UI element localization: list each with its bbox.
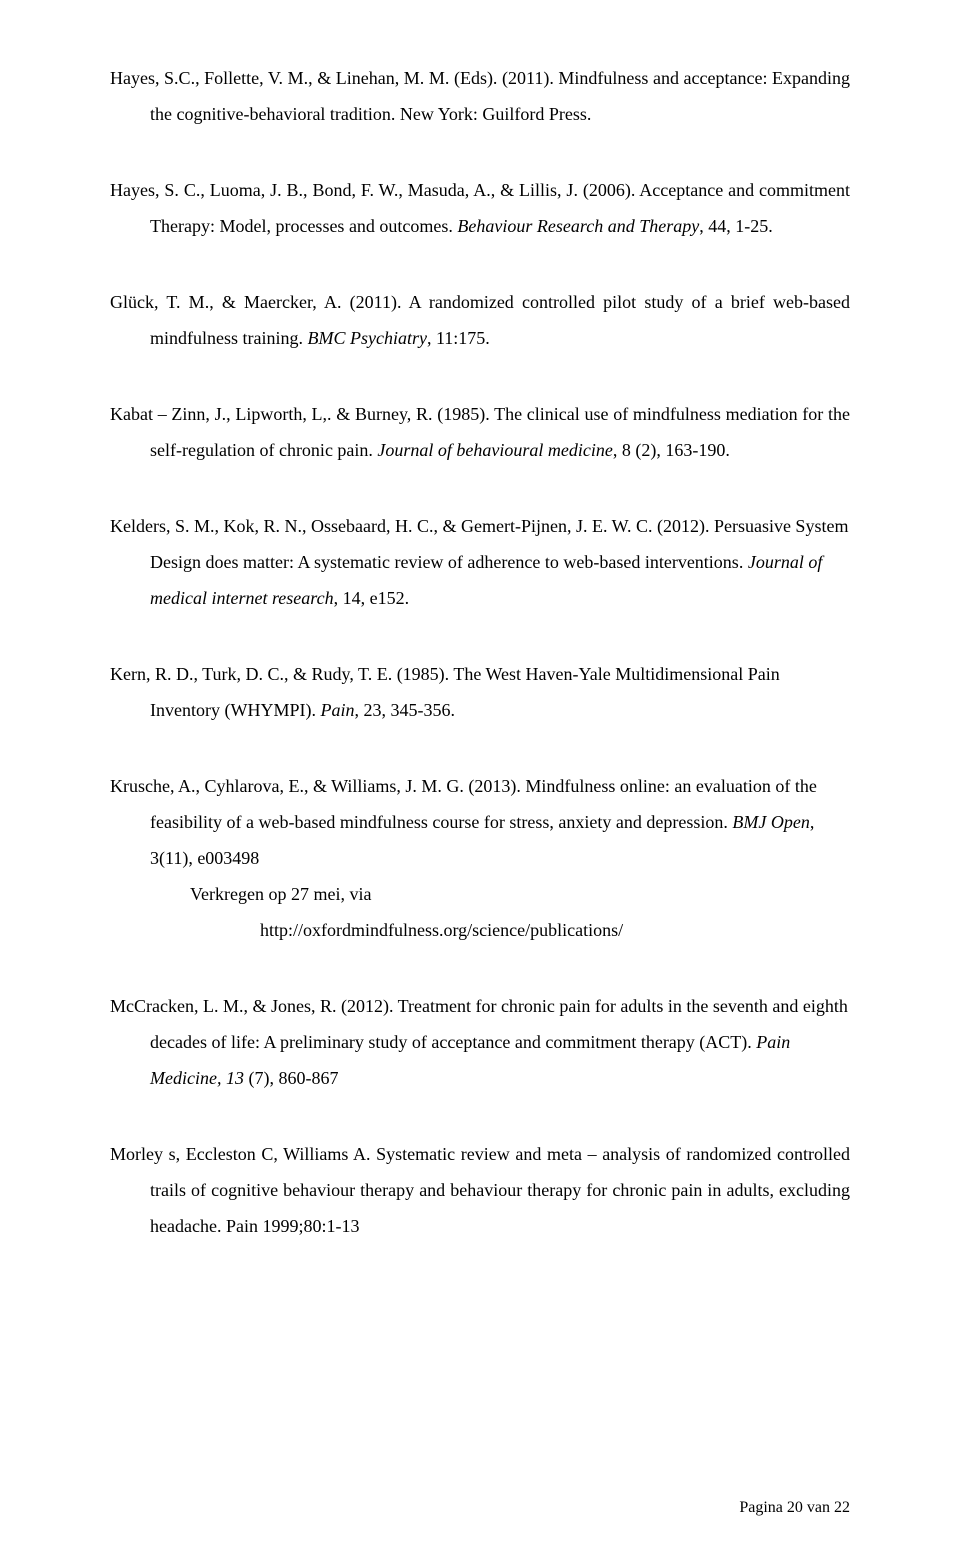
ref-journal: BMJ Open <box>732 812 809 832</box>
reference-6: Kern, R. D., Turk, D. C., & Rudy, T. E. … <box>110 656 850 728</box>
ref-text: (7), 860-867 <box>244 1068 338 1088</box>
ref-url: http://oxfordmindfulness.org/science/pub… <box>150 912 850 948</box>
reference-3: Glück, T. M., & Maercker, A. (2011). A r… <box>110 284 850 356</box>
ref-journal: Behaviour Research and Therapy <box>457 216 699 236</box>
reference-8: McCracken, L. M., & Jones, R. (2012). Tr… <box>110 988 850 1096</box>
reference-4: Kabat – Zinn, J., Lipworth, L,. & Burney… <box>110 396 850 468</box>
page-container: Hayes, S.C., Follette, V. M., & Linehan,… <box>0 0 960 1547</box>
reference-7: Krusche, A., Cyhlarova, E., & Williams, … <box>110 768 850 948</box>
ref-text: Hayes, S.C., Follette, V. M., & Linehan,… <box>110 68 850 124</box>
ref-journal: Journal of behavioural medicine <box>377 440 612 460</box>
reference-9: Morley s, Eccleston C, Williams A. Syste… <box>110 1136 850 1244</box>
ref-text: Morley s, Eccleston C, Williams A. Syste… <box>110 1144 850 1236</box>
ref-journal: Pain <box>320 700 354 720</box>
ref-text: Krusche, A., Cyhlarova, E., & Williams, … <box>110 776 817 832</box>
page-footer: Pagina 20 van 22 <box>739 1499 850 1517</box>
ref-text: , 14, e152. <box>334 588 410 608</box>
ref-text: , 8 (2), 163-190. <box>613 440 730 460</box>
reference-5: Kelders, S. M., Kok, R. N., Ossebaard, H… <box>110 508 850 616</box>
ref-text: , 23, 345-356. <box>354 700 455 720</box>
ref-text: McCracken, L. M., & Jones, R. (2012). Tr… <box>110 996 848 1052</box>
reference-1: Hayes, S.C., Follette, V. M., & Linehan,… <box>110 60 850 132</box>
ref-text: , 11:175. <box>427 328 490 348</box>
ref-text: Kelders, S. M., Kok, R. N., Ossebaard, H… <box>110 516 848 572</box>
ref-retrieved: Verkregen op 27 mei, via <box>150 876 850 912</box>
ref-journal: BMC Psychiatry <box>307 328 426 348</box>
reference-2: Hayes, S. C., Luoma, J. B., Bond, F. W.,… <box>110 172 850 244</box>
ref-text: , 44, 1-25. <box>699 216 773 236</box>
